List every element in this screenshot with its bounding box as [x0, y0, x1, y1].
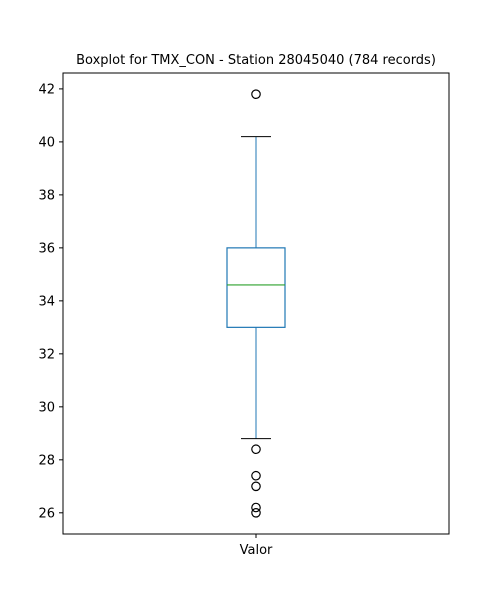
y-tick-label: 34: [38, 294, 55, 309]
outlier-point: [251, 89, 261, 99]
y-tick-label: 42: [38, 82, 55, 97]
chart-title: Boxplot for TMX_CON - Station 28045040 (…: [76, 53, 436, 68]
outlier-point: [251, 481, 261, 492]
outlier-point: [251, 502, 261, 513]
outlier-point: [251, 508, 261, 518]
axes-frame: [62, 72, 450, 535]
y-tick-label: 36: [38, 241, 55, 256]
plot-area: [226, 89, 286, 518]
y-tick-label: 40: [38, 135, 55, 150]
y-tick-label: 28: [38, 453, 55, 468]
y-tick-label: 30: [38, 400, 55, 415]
x-tick-label: Valor: [240, 543, 273, 558]
y-tick-label: 26: [38, 506, 55, 521]
outlier-point: [251, 470, 261, 481]
x-axis: Valor: [240, 534, 273, 558]
outlier-point: [251, 444, 261, 455]
y-tick-label: 32: [38, 347, 55, 362]
y-tick-label: 38: [38, 188, 55, 203]
box-iqr: [226, 247, 286, 328]
y-axis: 26 28 30 32 34 36 38 40 42: [38, 82, 63, 521]
